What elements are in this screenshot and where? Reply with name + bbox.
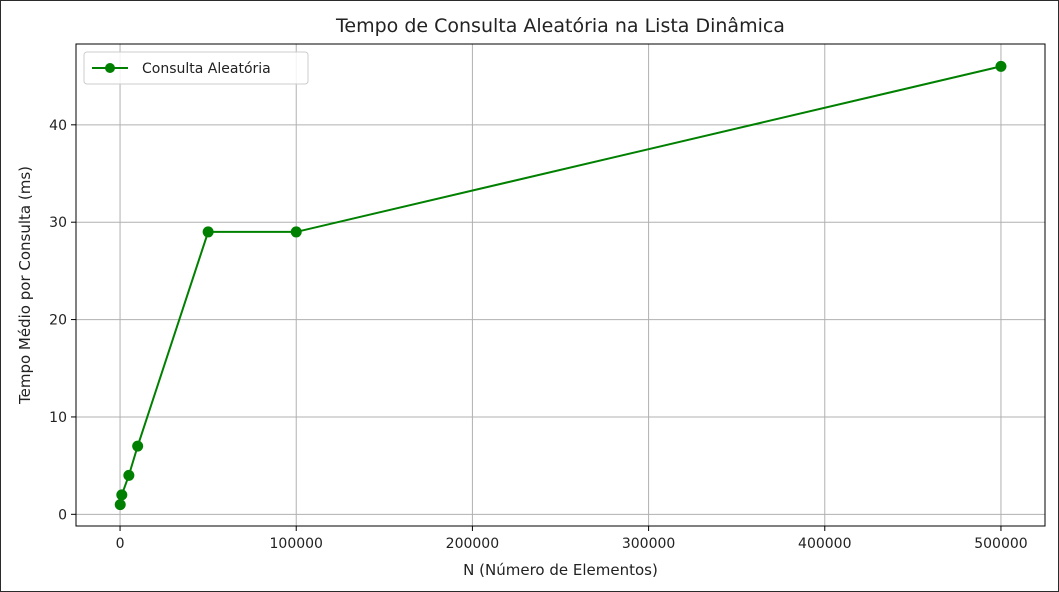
x-tick-label: 300000 [622, 536, 675, 552]
x-tick-label: 0 [116, 536, 125, 552]
data-point [202, 226, 214, 238]
y-tick-label: 0 [58, 507, 67, 523]
data-point [116, 489, 128, 501]
y-tick-label: 30 [49, 215, 67, 231]
series-line [119, 65, 1002, 505]
x-axis-label: N (Número de Elementos) [463, 561, 658, 579]
y-tick-label: 10 [49, 410, 67, 426]
legend-label: Consulta Aleatória [142, 61, 271, 77]
data-point [132, 440, 144, 452]
x-tick-label: 500000 [974, 536, 1027, 552]
data-point [123, 469, 135, 481]
legend-marker [105, 63, 115, 73]
axis-ticks: 0 100000 200000 300000 400000 500000 0 10 20 30 40 [49, 118, 1028, 552]
data-point [290, 226, 302, 238]
grid [76, 44, 1045, 526]
data-point [995, 60, 1007, 72]
data-point [114, 499, 126, 511]
legend: Consulta Aleatória [83, 51, 309, 85]
x-tick-label: 200000 [446, 536, 499, 552]
series-layer [114, 60, 1007, 511]
plot-frame [75, 43, 1046, 527]
y-axis-label: Tempo Médio por Consulta (ms) [16, 166, 34, 405]
x-tick-label: 100000 [270, 536, 323, 552]
legend-box [83, 51, 309, 85]
chart-title: Tempo de Consulta Aleatória na Lista Din… [335, 15, 785, 37]
y-tick-label: 40 [49, 118, 67, 134]
x-tick-label: 400000 [798, 536, 851, 552]
y-tick-label: 20 [49, 313, 67, 329]
